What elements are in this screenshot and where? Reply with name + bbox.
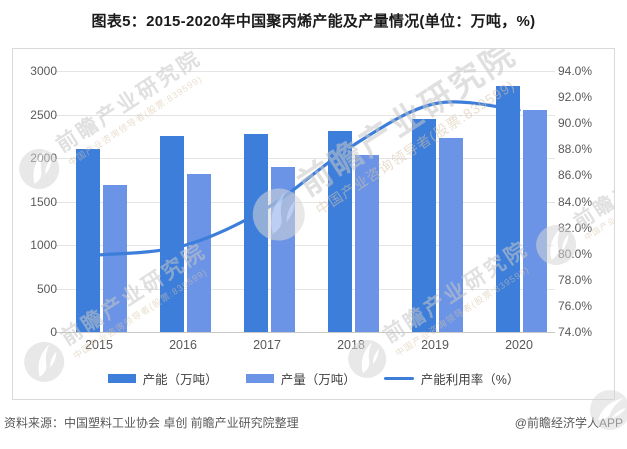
y-axis-label: 2000 <box>30 151 57 165</box>
y-axis-label: 500 <box>36 281 57 296</box>
gridline <box>55 158 555 159</box>
right-axis-label: 90.0% <box>558 116 593 131</box>
right-axis-label: 88.0% <box>558 142 593 157</box>
bar-capacity-2020 <box>496 85 520 332</box>
right-axis-label: 94.0% <box>558 64 593 78</box>
y-axis-label: 1500 <box>30 194 57 209</box>
qianzhan-logo-icon <box>19 148 60 189</box>
bar-capacity-2019 <box>412 118 436 332</box>
right-axis-label: 76.0% <box>558 298 593 313</box>
x-axis-label-2015: 2015 <box>85 338 113 352</box>
legend-item-capacity: 产能（万吨） <box>107 369 218 388</box>
x-axis-label-2019: 2019 <box>421 338 449 352</box>
credit-note: @前瞻经济学人APP <box>514 416 623 430</box>
chart-legend: 产能（万吨） 产量（万吨） 产能利用率（%） <box>13 369 614 388</box>
bar-production-2020 <box>523 110 547 332</box>
y-axis-label: 2500 <box>30 107 57 122</box>
source-note: 资料来源：中国塑料工业协会 卓创 前瞻产业研究院整理 <box>4 416 299 430</box>
bar-capacity-2015 <box>76 149 100 332</box>
legend-bar-swatch <box>245 374 274 383</box>
gridline <box>55 288 555 290</box>
right-axis-label: 80.0% <box>558 246 593 261</box>
x-axis-label-2018: 2018 <box>337 338 365 352</box>
legend-bar-swatch <box>107 374 136 383</box>
right-axis-label: 74.0% <box>558 325 593 339</box>
legend-item-production: 产量（万吨） <box>245 369 356 388</box>
utilization-line <box>97 100 521 257</box>
right-axis-label: 82.0% <box>558 220 593 235</box>
x-axis-label-2016: 2016 <box>169 338 197 352</box>
y-axis-label: 1000 <box>30 238 57 252</box>
bar-production-2016 <box>187 173 211 332</box>
legend-label: 产能利用率（%） <box>420 373 520 387</box>
legend-label: 产能（万吨） <box>142 373 218 387</box>
gridline <box>55 201 555 203</box>
right-axis-label: 92.0% <box>558 90 593 105</box>
chart-title: 图表5：2015-2020年中国聚丙烯产能及产量情况(单位：万吨，%) <box>91 13 536 30</box>
chart-card: 3000 2500 2000 1500 1000 500 0 94.0% 92.0% 90.0%… <box>12 48 615 400</box>
legend-item-utilization: 产能利用率（%） <box>383 369 520 388</box>
bar-production-2019 <box>439 138 463 332</box>
bar-production-2015 <box>103 184 127 332</box>
right-axis-label: 84.0% <box>558 194 593 209</box>
gridline <box>55 114 555 116</box>
x-axis-label-2020: 2020 <box>505 338 533 352</box>
x-axis-label-2017: 2017 <box>253 338 281 352</box>
right-axis-label: 78.0% <box>558 272 593 287</box>
legend-line-swatch <box>383 376 414 381</box>
y-axis-label: 0 <box>50 325 57 339</box>
y-axis-label: 3000 <box>30 64 57 78</box>
right-axis-label: 86.0% <box>558 168 593 183</box>
bar-production-2018 <box>355 155 379 332</box>
legend-label: 产量（万吨） <box>280 373 356 387</box>
x-axis-line <box>55 332 555 333</box>
bar-capacity-2018 <box>328 131 352 332</box>
plot-area <box>55 71 555 333</box>
gridline <box>55 71 555 72</box>
bar-capacity-2016 <box>160 136 184 332</box>
gridline <box>55 245 555 246</box>
